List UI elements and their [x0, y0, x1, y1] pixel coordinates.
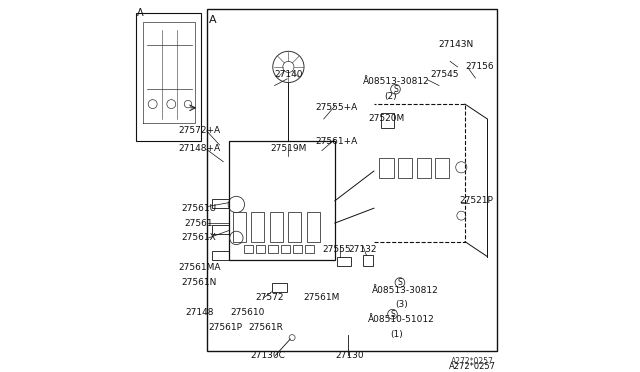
Text: 27143N: 27143N	[438, 40, 474, 49]
Bar	[271, 283, 287, 292]
Bar	[398, 158, 412, 179]
Text: 27156: 27156	[465, 62, 494, 71]
Bar	[417, 158, 431, 179]
Text: A: A	[209, 15, 216, 25]
Text: 27521P: 27521P	[460, 196, 493, 205]
Bar	[435, 158, 449, 179]
Text: S: S	[390, 310, 395, 319]
Bar	[337, 257, 351, 266]
Text: Å08510-51012: Å08510-51012	[369, 315, 435, 324]
Bar	[363, 256, 373, 266]
Bar	[136, 13, 201, 141]
Text: 27132: 27132	[349, 245, 377, 254]
Text: 275610: 275610	[230, 308, 265, 317]
Bar	[268, 246, 278, 253]
Bar	[381, 113, 394, 128]
Text: 27572: 27572	[255, 293, 284, 302]
Text: 27561P: 27561P	[208, 323, 242, 332]
Bar	[289, 212, 301, 242]
Text: 27545: 27545	[430, 70, 459, 79]
Text: 27148: 27148	[185, 308, 213, 317]
Bar	[212, 199, 229, 208]
Text: 27561R: 27561R	[249, 323, 284, 332]
Bar	[244, 246, 253, 253]
Bar	[307, 212, 320, 242]
Bar	[293, 246, 302, 253]
Text: (3): (3)	[396, 300, 408, 310]
Text: 27561: 27561	[185, 219, 214, 228]
Text: Å08513-30812: Å08513-30812	[363, 77, 429, 86]
Bar	[229, 141, 335, 260]
Text: A272*0257: A272*0257	[451, 357, 494, 366]
Text: (1): (1)	[390, 330, 403, 339]
Text: 27561X: 27561X	[182, 234, 216, 243]
Text: 27561+A: 27561+A	[316, 137, 358, 146]
Bar	[256, 246, 266, 253]
Bar	[212, 251, 229, 260]
Text: A: A	[137, 7, 144, 17]
Text: 27561U: 27561U	[182, 204, 217, 213]
Bar	[212, 225, 229, 234]
Bar	[207, 9, 497, 351]
Text: 27130: 27130	[335, 351, 364, 360]
Text: 27561M: 27561M	[303, 293, 340, 302]
Bar	[270, 212, 283, 242]
Text: Å08513-30812: Å08513-30812	[372, 285, 439, 295]
Text: 27148+A: 27148+A	[178, 144, 220, 153]
Text: (2): (2)	[385, 92, 397, 101]
Text: S: S	[397, 278, 403, 287]
Text: 27130C: 27130C	[250, 351, 285, 360]
Bar	[252, 212, 264, 242]
Text: 27520M: 27520M	[369, 115, 405, 124]
Bar	[280, 246, 290, 253]
Bar	[380, 158, 394, 179]
Text: 27572+A: 27572+A	[178, 126, 220, 135]
Text: 27561N: 27561N	[182, 278, 217, 287]
Text: 27561MA: 27561MA	[178, 263, 220, 272]
Text: A272*0257: A272*0257	[449, 362, 496, 371]
Text: 27519M: 27519M	[270, 144, 307, 153]
Text: 27140: 27140	[274, 70, 303, 79]
Text: S: S	[393, 85, 398, 94]
Text: 27555: 27555	[323, 245, 351, 254]
Bar	[232, 212, 246, 242]
Bar	[305, 246, 314, 253]
Text: 27555+A: 27555+A	[316, 103, 358, 112]
